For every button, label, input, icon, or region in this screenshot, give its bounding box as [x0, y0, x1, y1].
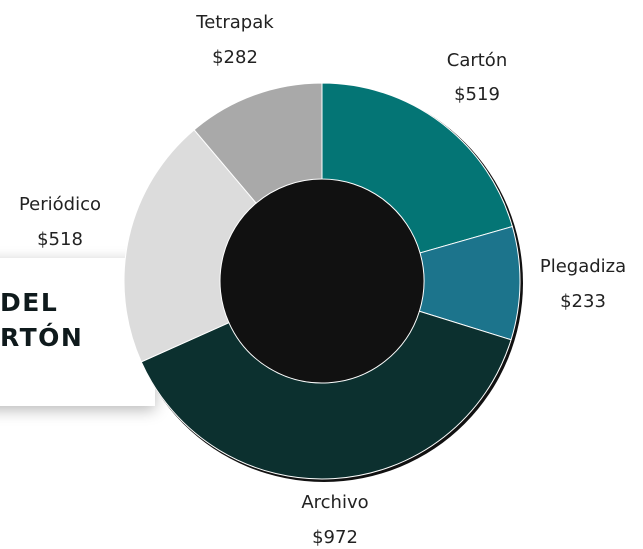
banner-title: DEL RTÓN — [0, 288, 84, 352]
donut-slice-carton — [321, 82, 513, 254]
slice-value-label: $519 — [454, 84, 500, 105]
donut-slice-archivo — [140, 310, 512, 480]
slice-value-label: $233 — [560, 291, 606, 312]
slice-value-label: $518 — [37, 229, 83, 250]
slice-label: Periódico — [19, 194, 101, 215]
slice-label: Cartón — [447, 50, 507, 71]
donut-slice-tetrapak — [193, 82, 323, 204]
slice-label: Tetrapak — [195, 12, 274, 33]
slice-label: Plegadiza — [540, 256, 626, 277]
slice-label: Archivo — [301, 492, 368, 513]
chart-labels: Cartón $519 Plegadiza $233 Archivo $972 Periód… — [19, 12, 626, 548]
chart-slices — [123, 82, 523, 482]
slice-value-label: $282 — [212, 47, 258, 68]
donut-slice-periodico — [123, 129, 257, 363]
slice-value-label: $972 — [312, 527, 358, 548]
